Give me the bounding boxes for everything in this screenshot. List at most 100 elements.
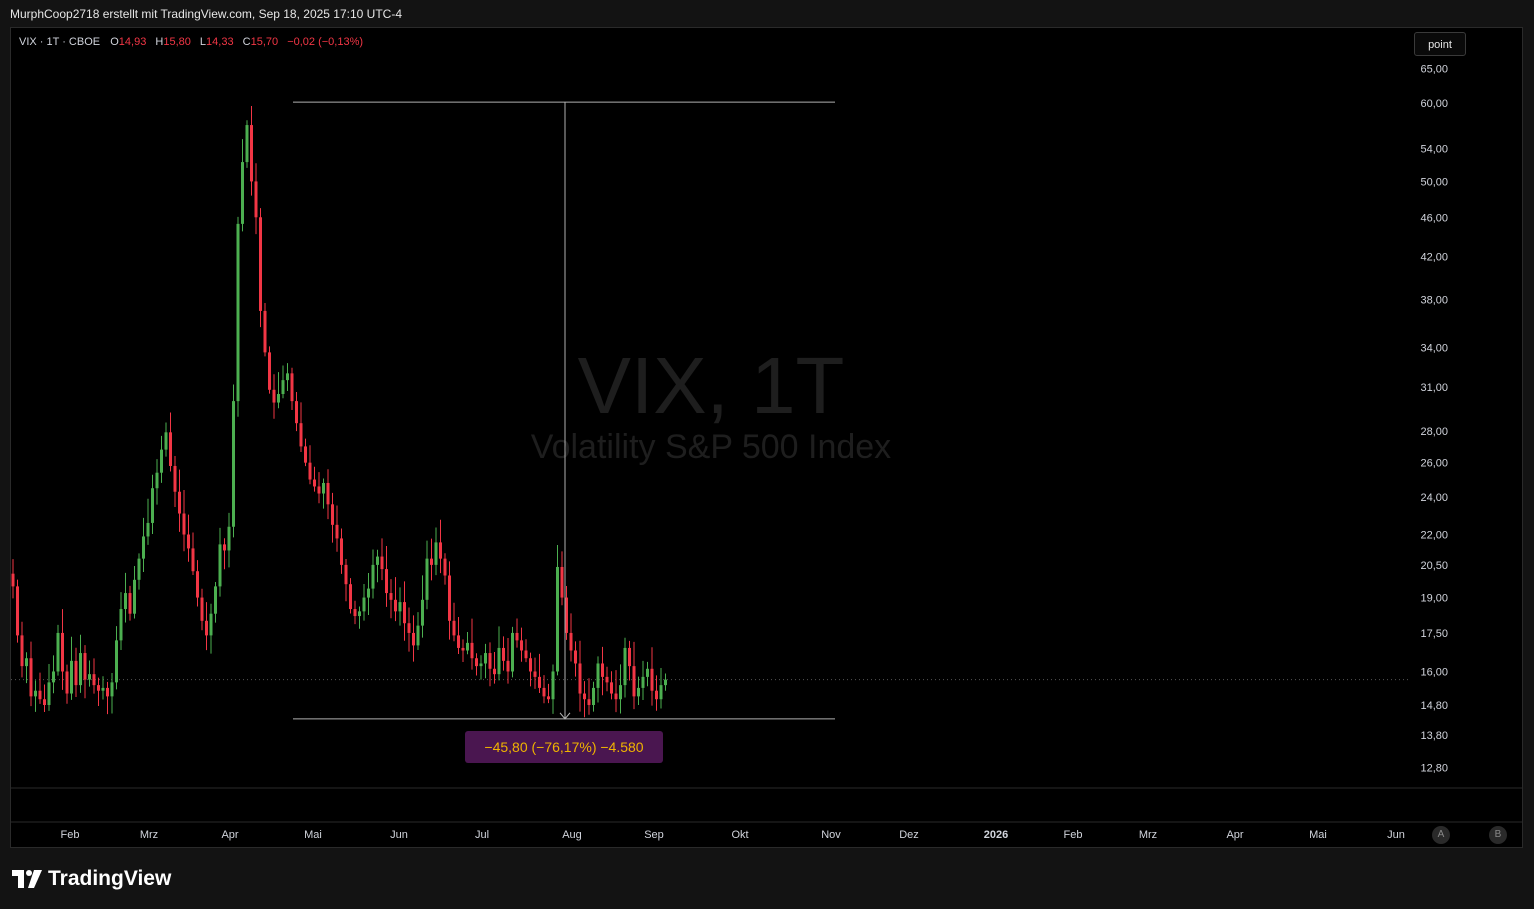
candle-body bbox=[457, 635, 460, 648]
candle-body bbox=[475, 658, 478, 667]
candle-body bbox=[205, 620, 208, 636]
candle-body bbox=[412, 632, 415, 646]
candle-body bbox=[173, 465, 177, 492]
candle-body bbox=[178, 491, 181, 514]
time-tick-label: Jul bbox=[475, 829, 489, 841]
candle-body bbox=[146, 522, 150, 537]
candle-body bbox=[448, 575, 451, 621]
candle-body bbox=[497, 647, 501, 675]
candle-body bbox=[272, 389, 276, 403]
time-tick-label: Jun bbox=[1387, 829, 1405, 841]
auto-scale-button[interactable]: A bbox=[1432, 826, 1450, 844]
candle-body bbox=[88, 674, 91, 680]
price-tick-label: 60,00 bbox=[1420, 98, 1448, 110]
candle-body bbox=[43, 699, 46, 705]
candle-body bbox=[493, 668, 496, 675]
candle-body bbox=[394, 599, 397, 612]
candle-body bbox=[488, 653, 492, 669]
candle-body bbox=[313, 479, 316, 487]
candle-body bbox=[407, 623, 411, 633]
candle-body bbox=[335, 524, 339, 539]
candle-body bbox=[515, 632, 519, 641]
candle-body bbox=[614, 693, 618, 700]
price-tick-label: 65,00 bbox=[1420, 64, 1448, 76]
price-tick-label: 14,80 bbox=[1420, 700, 1448, 712]
candle-body bbox=[596, 663, 600, 688]
price-tick-label: 50,00 bbox=[1420, 176, 1448, 188]
candle-body bbox=[268, 352, 271, 390]
candle-body bbox=[367, 588, 370, 598]
candle-body bbox=[574, 650, 577, 664]
candle-body bbox=[25, 658, 28, 667]
candle-body bbox=[119, 609, 123, 641]
candle-body bbox=[232, 401, 235, 527]
candle-body bbox=[83, 653, 87, 680]
time-tick-label: 2026 bbox=[984, 829, 1008, 841]
candle-body bbox=[326, 482, 330, 505]
candle-body bbox=[299, 423, 303, 447]
price-tick-label: 38,00 bbox=[1420, 294, 1448, 306]
candle-body bbox=[538, 676, 541, 688]
candle-body bbox=[551, 671, 555, 700]
time-tick-label: Apr bbox=[221, 829, 238, 841]
candle-body bbox=[317, 486, 321, 494]
price-tick-label: 31,00 bbox=[1420, 382, 1448, 394]
candle-body bbox=[110, 682, 114, 697]
candle-body bbox=[632, 666, 636, 697]
candle-body bbox=[245, 125, 249, 163]
time-tick-label: Dez bbox=[899, 829, 919, 841]
candle-body bbox=[569, 632, 573, 651]
candle-body bbox=[479, 663, 483, 667]
price-axis: 65,00 60,00 54,00 50,00 46,00 42,00 38,00 34,00… bbox=[1420, 64, 1448, 775]
candle-body bbox=[443, 558, 447, 576]
candle-body bbox=[92, 674, 96, 686]
candle-body bbox=[623, 647, 627, 686]
candle-body bbox=[56, 632, 60, 672]
tradingview-brand: TradingView bbox=[48, 867, 172, 890]
candle-body bbox=[610, 682, 613, 694]
candle-body bbox=[353, 609, 357, 617]
candle-body bbox=[236, 223, 240, 402]
candle-body bbox=[200, 597, 204, 621]
legend-low-label: L bbox=[199, 36, 207, 48]
legend-change: −0,02 (−0,13%) bbox=[287, 36, 364, 48]
candle-body bbox=[115, 640, 118, 683]
price-chart[interactable]: 65,00 60,00 54,00 50,00 46,00 42,00 38,00 34,00… bbox=[11, 28, 1522, 847]
candle-body bbox=[128, 593, 132, 614]
legend-high-label: H bbox=[155, 36, 164, 48]
candle-body bbox=[371, 564, 375, 589]
candle-body bbox=[331, 504, 334, 525]
candle-body bbox=[38, 690, 42, 700]
candle-body bbox=[380, 556, 384, 570]
candle-body bbox=[214, 586, 217, 614]
log-scale-button[interactable]: B bbox=[1489, 826, 1507, 844]
legend-symbol: VIX · 1T · CBOE bbox=[19, 36, 101, 48]
candle-body bbox=[155, 472, 159, 489]
candle-body bbox=[565, 597, 568, 633]
price-tick-label: 24,00 bbox=[1420, 492, 1448, 504]
candle-body bbox=[97, 685, 100, 691]
candle-body bbox=[398, 602, 402, 612]
chart-panel[interactable]: VIX, 1T Volatility S&P 500 Index 65,00 60… bbox=[10, 27, 1523, 848]
candle-body bbox=[529, 658, 532, 672]
legend-close-label: C bbox=[242, 36, 251, 48]
chart-caption: MurphCoop2718 erstellt mit TradingView.c… bbox=[10, 7, 402, 21]
price-tick-label: 12,80 bbox=[1420, 762, 1448, 774]
measure-label[interactable]: −45,80 (−76,17%) −4.580 bbox=[465, 731, 663, 763]
price-tick-label: 19,00 bbox=[1420, 593, 1448, 605]
candle-body bbox=[295, 401, 298, 424]
candle-body bbox=[452, 620, 456, 636]
candle-body bbox=[133, 579, 136, 614]
point-unit-button[interactable]: point bbox=[1414, 32, 1466, 56]
price-tick-label: 46,00 bbox=[1420, 212, 1448, 224]
candle-body bbox=[101, 687, 105, 691]
legend-close-value: 15,70 bbox=[250, 36, 279, 48]
candle-body bbox=[223, 544, 226, 551]
candle-body bbox=[358, 611, 361, 617]
legend-open-value: 14,93 bbox=[118, 36, 147, 48]
candle-body bbox=[542, 687, 546, 697]
candle-body bbox=[403, 602, 406, 624]
tradingview-logo[interactable]: TradingView bbox=[12, 867, 171, 891]
candle-body bbox=[578, 663, 582, 694]
legend-low-value: 14,33 bbox=[206, 36, 234, 48]
